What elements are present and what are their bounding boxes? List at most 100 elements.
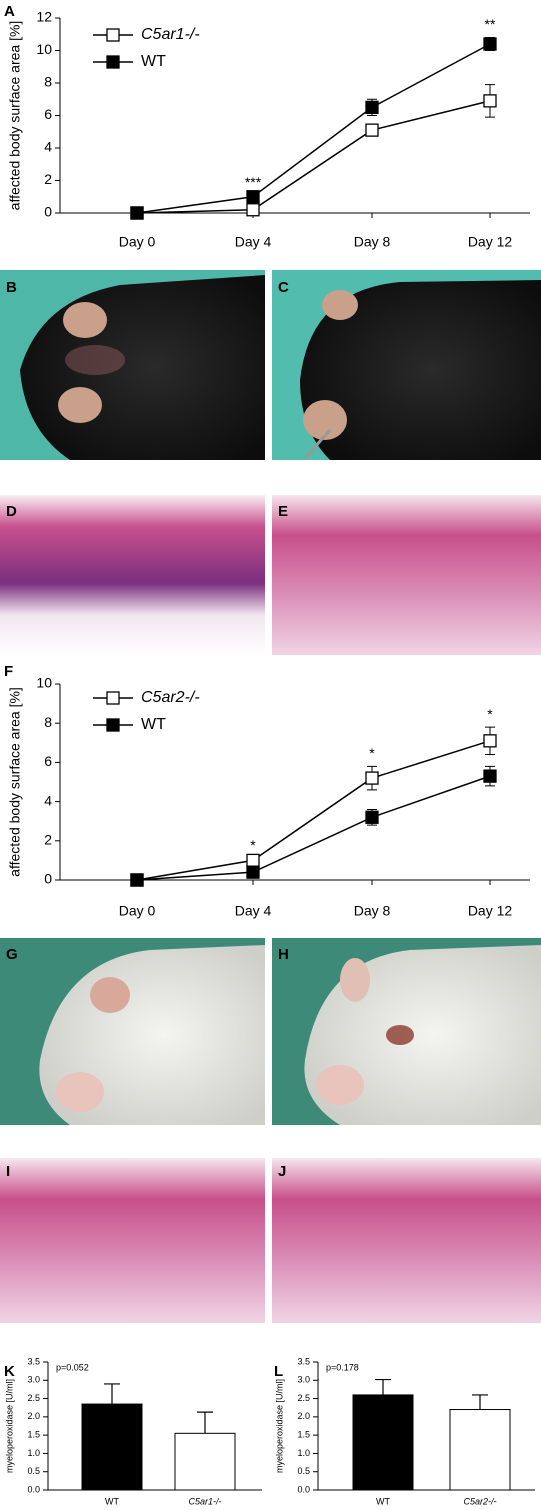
error-bar (375, 1378, 391, 1395)
bar (449, 1409, 511, 1491)
marker (130, 873, 144, 887)
legend-label: C5ar2-/- (141, 689, 200, 706)
y-tick-label: 8 (44, 714, 52, 730)
x-tick-label: Day 0 (119, 234, 156, 250)
error-bar (197, 1411, 213, 1434)
annotation: * (487, 706, 493, 722)
marker (246, 190, 260, 204)
marker (365, 810, 379, 824)
bar (174, 1432, 236, 1491)
legend-label: WT (141, 53, 166, 70)
x-tick-label: Day 12 (468, 903, 513, 919)
y-tick-label: 12 (36, 9, 52, 25)
y-tick-label: 2 (44, 171, 52, 187)
y-axis-label: affected body surface area [%] (7, 21, 23, 211)
line (136, 775, 491, 881)
photo (272, 495, 541, 655)
panel-letter: G (6, 946, 18, 963)
photo (272, 1158, 541, 1323)
panel-letter: F (4, 663, 13, 680)
y-tick-label: 1.0 (297, 1448, 310, 1458)
panel-letter: K (4, 1363, 15, 1380)
legend-marker (106, 691, 120, 705)
annotation: ** (485, 16, 496, 32)
x-tick-label: Day 8 (354, 234, 391, 250)
y-tick-label: 3.0 (27, 1375, 40, 1385)
marker (483, 734, 497, 748)
annotation: *** (245, 174, 262, 190)
y-tick-label: 1.5 (297, 1430, 310, 1440)
y-tick-label: 0 (44, 204, 52, 220)
panel-letter: A (4, 3, 15, 20)
y-tick-label: 0 (44, 871, 52, 887)
y-tick-label: 10 (36, 675, 52, 691)
panel-letter: D (6, 503, 17, 520)
line (136, 100, 491, 214)
marker (365, 771, 379, 785)
marker (483, 37, 497, 51)
legend-marker (106, 718, 120, 732)
photo (0, 270, 265, 460)
marker (246, 203, 260, 217)
x-tick-label: WT (105, 1496, 119, 1506)
y-tick-label: 0.5 (27, 1466, 40, 1476)
y-tick-label: 2.5 (27, 1393, 40, 1403)
y-tick-label: 8 (44, 74, 52, 90)
x-tick-label: C5ar2-/- (463, 1496, 496, 1506)
x-tick-label: C5ar1-/- (188, 1496, 221, 1506)
y-tick-label: 2.0 (297, 1411, 310, 1421)
y-tick-label: 0.5 (297, 1466, 310, 1476)
marker (483, 769, 497, 783)
legend-label: C5ar1-/- (141, 26, 200, 43)
y-tick-label: 2.5 (297, 1393, 310, 1403)
panel-letter: H (278, 946, 289, 963)
panel-letter: L (274, 1363, 283, 1380)
legend-marker (106, 55, 120, 69)
panel-letter: B (6, 279, 17, 296)
annotation: * (369, 745, 375, 761)
photo (0, 1158, 265, 1323)
bar (81, 1403, 143, 1491)
marker (246, 853, 260, 868)
photo (272, 270, 541, 460)
error-bar (104, 1383, 120, 1405)
photo (0, 495, 265, 655)
y-axis-label: myeloperoxidase [U/ml] (274, 1379, 284, 1473)
marker (483, 94, 497, 108)
legend-marker (106, 28, 120, 42)
line (136, 43, 491, 214)
photo (0, 938, 265, 1125)
y-tick-label: 10 (36, 41, 52, 57)
y-tick-label: 3.5 (297, 1356, 310, 1366)
marker (365, 100, 379, 115)
x-tick-label: Day 12 (468, 234, 513, 250)
panel-letter: E (278, 503, 288, 520)
marker (246, 865, 260, 879)
x-tick-label: WT (376, 1496, 390, 1506)
y-tick-label: 2.0 (27, 1411, 40, 1421)
y-tick-label: 0.0 (27, 1484, 40, 1494)
x-tick-label: Day 0 (119, 903, 156, 919)
y-tick-label: 3.0 (297, 1375, 310, 1385)
y-tick-label: 2 (44, 832, 52, 848)
marker (130, 206, 144, 220)
photo (272, 938, 541, 1125)
y-axis-label: affected body surface area [%] (7, 687, 23, 877)
x-tick-label: Day 4 (235, 903, 272, 919)
y-tick-label: 3.5 (27, 1356, 40, 1366)
x-tick-label: Day 8 (354, 903, 391, 919)
marker (365, 123, 379, 137)
y-tick-label: 0.0 (297, 1484, 310, 1494)
panel-letter: J (278, 1163, 286, 1180)
y-axis-label: myeloperoxidase [U/ml] (4, 1379, 14, 1473)
y-tick-label: 4 (44, 792, 52, 808)
error-bar (472, 1394, 488, 1410)
bar (352, 1394, 414, 1491)
y-tick-label: 4 (44, 139, 52, 155)
y-tick-label: 6 (44, 753, 52, 769)
annotation: p=0.178 (326, 1362, 359, 1372)
annotation: p=0.052 (56, 1362, 89, 1372)
y-tick-label: 1.0 (27, 1448, 40, 1458)
line (136, 740, 491, 881)
